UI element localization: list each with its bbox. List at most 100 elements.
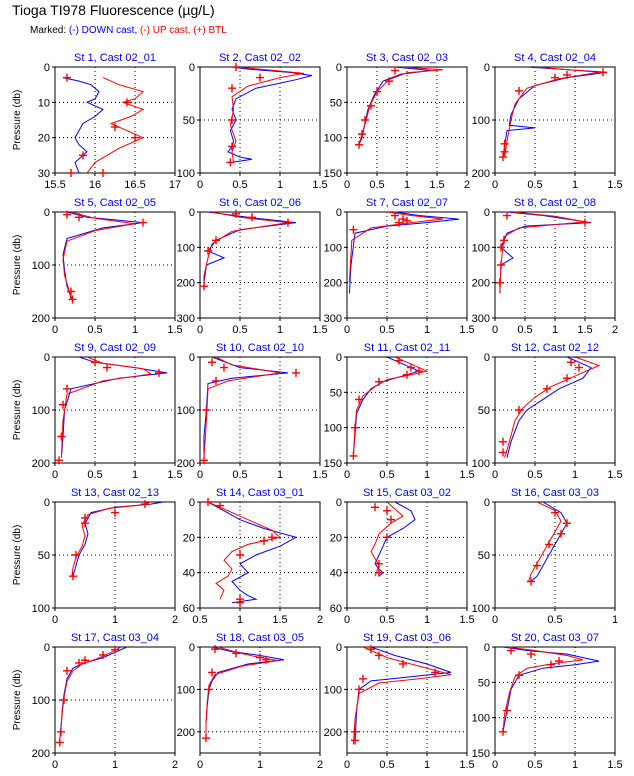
y-tick-label: 100	[177, 168, 195, 180]
btl-marker	[123, 98, 131, 107]
btl-marker	[226, 158, 235, 167]
x-tick-label: 2	[317, 614, 323, 626]
y-tick-label: 0	[44, 207, 50, 219]
y-tick-label: 0	[484, 642, 490, 654]
btl-marker	[103, 363, 111, 372]
x-tick-label: 1.5	[459, 469, 474, 481]
x-tick-label: 0.5	[379, 614, 394, 626]
y-tick-label: 20	[183, 532, 195, 544]
btl-marker	[551, 508, 559, 517]
btl-marker	[599, 68, 607, 77]
panel-title: St 9, Cast 02_09	[74, 342, 156, 354]
btl-marker	[395, 356, 403, 365]
x-tick-label: 1	[132, 469, 138, 481]
btl-marker	[236, 551, 244, 559]
btl-marker	[499, 448, 507, 457]
btl-marker	[575, 363, 583, 372]
btl-marker	[63, 384, 71, 393]
btl-marker	[248, 213, 256, 222]
y-tick-label: 50	[38, 550, 50, 562]
x-tick-label: 1.5	[167, 324, 182, 336]
x-tick-label: 0	[197, 324, 203, 336]
down-cast-line	[227, 67, 313, 163]
down-cast-line	[506, 357, 592, 458]
btl-marker	[204, 498, 212, 506]
x-tick-label: 0.5	[87, 469, 102, 481]
y-tick-label: 200	[177, 278, 195, 290]
y-tick-label: 200	[32, 313, 50, 325]
x-tick-label: 0.5	[379, 759, 394, 771]
x-tick-label: 0	[344, 179, 350, 191]
y-tick-label: 30	[38, 168, 50, 180]
btl-marker	[69, 572, 77, 581]
x-tick-label: 2	[172, 759, 178, 771]
btl-marker	[59, 400, 67, 409]
x-tick-label: 1	[257, 759, 263, 771]
panel-15: St 15, Cast 03_02 0 0.5 1 1.5 0 20 40 60	[330, 487, 475, 626]
panel-frame	[346, 211, 468, 319]
legend-up-cast: (-) UP cast,	[140, 25, 191, 36]
y-axis-label: Pressure (db)	[12, 380, 23, 441]
btl-marker	[500, 236, 508, 245]
y-tick-label: 40	[330, 568, 342, 580]
btl-marker	[375, 377, 383, 386]
panel-title: St 15, Cast 03_02	[363, 487, 451, 499]
y-tick-label: 0	[336, 62, 342, 74]
y-tick-label: 150	[324, 168, 342, 180]
panel-11: St 11, Cast 02_11 0 0.5 1 1.5 0 50 100 150	[324, 342, 475, 481]
up-cast-line	[229, 67, 305, 163]
y-tick-label: 200	[324, 727, 342, 739]
btl-marker	[399, 215, 407, 224]
btl-marker	[543, 384, 551, 393]
y-tick-label: 200	[324, 278, 342, 290]
y-tick-label: 50	[330, 97, 342, 109]
y-tick-label: 0	[44, 62, 50, 74]
panel-19: St 19, Cast 03_06 0 0.5 1 1.5 0 100 200	[324, 632, 475, 771]
y-tick-label: 0	[44, 642, 50, 654]
x-tick-label: 0	[492, 759, 498, 771]
panel-title: St 3, Cast 02_03	[366, 52, 448, 64]
x-tick-label: 1.5	[577, 324, 592, 336]
btl-marker	[81, 656, 89, 665]
up-cast-line	[348, 212, 444, 283]
btl-marker	[503, 211, 511, 220]
btl-marker	[292, 368, 300, 377]
legend-down-cast: (-) DOWN cast,	[68, 25, 138, 36]
btl-marker	[395, 218, 403, 227]
y-tick-label: 100	[32, 603, 50, 615]
x-tick-label: 0.5	[369, 179, 384, 191]
y-axis-label: Pressure (db)	[12, 90, 23, 151]
btl-marker	[563, 70, 571, 79]
x-tick-label: 0	[344, 324, 350, 336]
btl-marker	[351, 727, 359, 736]
btl-marker	[155, 368, 163, 377]
btl-marker	[358, 130, 366, 139]
y-tick-label: 150	[324, 458, 342, 470]
x-tick-label: 0	[197, 469, 203, 481]
btl-marker	[63, 210, 71, 219]
x-tick-label: 1	[277, 179, 283, 191]
x-tick-label: 0	[52, 614, 58, 626]
btl-marker	[200, 282, 208, 291]
btl-marker	[208, 358, 216, 367]
btl-marker	[507, 646, 515, 655]
panel-title: St 14, Cast 03_01	[216, 487, 304, 499]
btl-marker	[111, 645, 119, 654]
btl-marker	[371, 503, 379, 512]
up-cast-line	[203, 212, 289, 290]
y-tick-label: 300	[177, 313, 195, 325]
panel-17: St 17, Cast 03_04 0 1 2 0 100 200 Pressure (db)	[12, 632, 178, 771]
x-tick-label: 1.5	[312, 324, 327, 336]
x-tick-label: 1	[112, 614, 118, 626]
y-tick-label: 0	[189, 497, 195, 509]
up-cast-line	[504, 357, 601, 458]
panel-title: St 8, Cast 02_08	[514, 197, 596, 209]
x-tick-label: 0.5	[379, 324, 394, 336]
btl-marker	[205, 685, 213, 694]
btl-marker	[545, 540, 553, 549]
up-cast-line	[203, 357, 281, 458]
btl-marker	[208, 668, 216, 677]
y-tick-label: 300	[472, 313, 490, 325]
up-cast-line	[352, 647, 452, 745]
btl-marker	[111, 123, 119, 132]
